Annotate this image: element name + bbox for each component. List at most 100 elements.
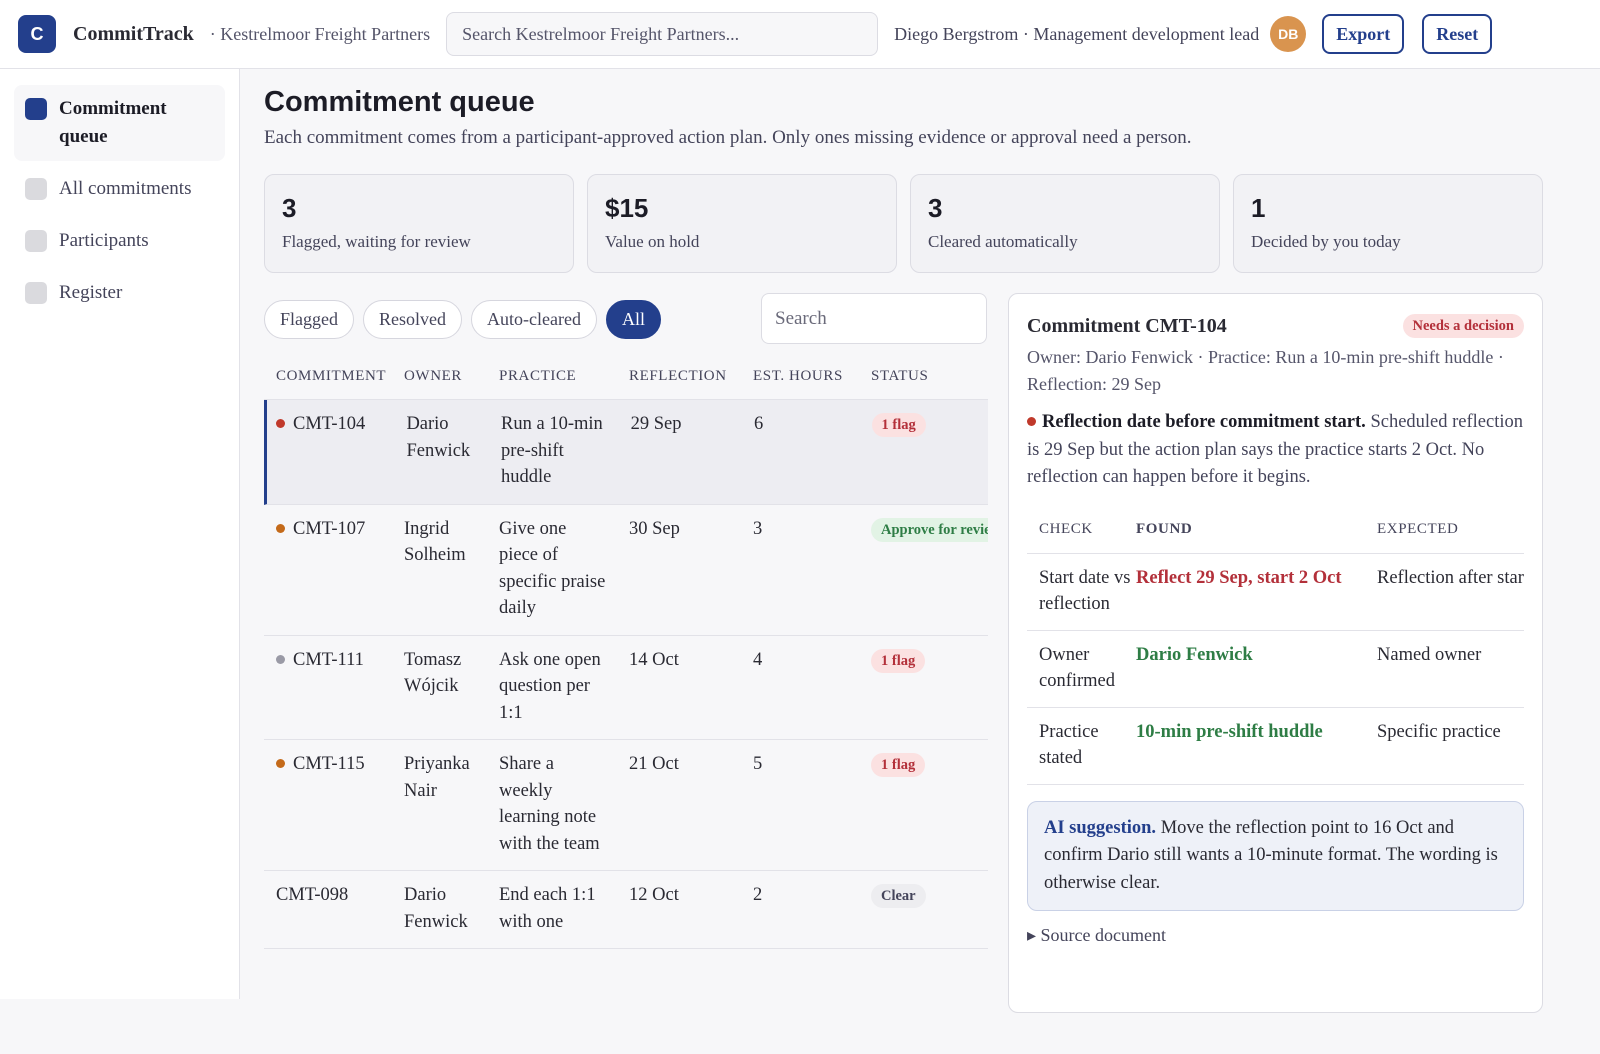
cell: Clear	[871, 882, 988, 935]
search[interactable]: Search Kestrelmoor Freight Partners...	[446, 12, 879, 56]
filter-pill[interactable]: All	[605, 300, 661, 339]
commitment-id: CMT-115	[293, 754, 365, 774]
status-dot	[276, 419, 285, 428]
nav-item[interactable]: Commitment queue	[14, 85, 225, 161]
reflection: 14 Oct	[629, 649, 679, 670]
nav-label: Commitment queue	[59, 98, 167, 147]
logo[interactable]: C	[18, 15, 56, 53]
practice: End each 1:1 with one	[499, 885, 596, 932]
avatar[interactable]: DB	[1270, 16, 1307, 52]
column-header: COMMITMENT	[276, 368, 387, 384]
export-button[interactable]: Export	[1322, 14, 1405, 54]
owner: Tomasz Wójcik	[404, 649, 462, 697]
table-row[interactable]: CMT-104 Dario Fenwick Run a 10-min pre-shi…	[264, 400, 988, 505]
table-header: COMMITMENT OWNER PRACTICE REFLECTION EST. HO…	[264, 354, 988, 400]
check: Owner confirmed	[1039, 644, 1116, 692]
expected: Named owner	[1377, 644, 1482, 665]
reflection: 21 Oct	[629, 754, 679, 774]
filter-pill[interactable]: Auto-cleared	[471, 300, 597, 339]
column-header: PRACTICE	[499, 368, 577, 384]
checks: CHECK FOUND EXPECTED Start date vs reflecti…	[1027, 506, 1524, 785]
cell: Approve for review	[871, 516, 988, 622]
cell: CMT-107	[264, 516, 404, 622]
nav-label: Participants	[59, 230, 149, 251]
status-badge: Clear	[871, 884, 926, 908]
cell: CMT-115	[264, 751, 404, 857]
practice: Run a 10-min pre-shift huddle	[501, 414, 603, 487]
stat-value: 1	[1251, 193, 1266, 223]
stats: 3 Flagged, waiting for review $15 Value on …	[264, 174, 1543, 273]
filters: Flagged Resolved Auto-cleared All	[264, 300, 661, 339]
stat-card: 1 Decided by you today	[1233, 174, 1543, 273]
detail-meta: Owner: Dario Fenwick · Practice: Run a 1…	[1027, 347, 1504, 394]
reflection: 30 Sep	[629, 518, 680, 539]
source-label: Source document	[1040, 925, 1167, 945]
issue-title: Reflection date before commitment start.	[1042, 412, 1366, 432]
header: C CommitTrack · Kestrelmoor Freight Part…	[0, 0, 1600, 69]
detail-head: Commitment CMT-104 Needs a decision	[1027, 314, 1524, 338]
expected: Specific practice	[1377, 721, 1501, 742]
nav-item[interactable]: Participants	[14, 217, 225, 265]
detail-panel: Commitment CMT-104 Needs a decision Owner…	[1008, 293, 1543, 1013]
nav-icon	[25, 98, 47, 120]
stat-label: Decided by you today	[1251, 232, 1401, 251]
table-row[interactable]: CMT-107 Ingrid Solheim Give one piece of s…	[264, 505, 988, 636]
hours: 2	[753, 885, 763, 905]
stat-label: Value on hold	[605, 232, 700, 251]
hours: 3	[753, 518, 763, 539]
table-row[interactable]: CMT-111 Tomasz Wójcik Ask one open questio…	[264, 636, 988, 740]
source-toggle[interactable]: ▸ Source document	[1027, 925, 1167, 945]
nav-label: All commitments	[59, 178, 192, 199]
reset-button[interactable]: Reset	[1422, 14, 1493, 54]
found: Reflect 29 Sep, start 2 Oct	[1136, 567, 1342, 588]
brand: CommitTrack	[73, 22, 194, 45]
stat-value: 3	[282, 193, 297, 223]
found: Dario Fenwick	[1136, 644, 1253, 665]
table-row[interactable]: CMT-115 Priyanka Nair Share a weekly learn…	[264, 740, 988, 871]
reflection: 12 Oct	[629, 885, 679, 905]
column-header: OWNER	[404, 368, 462, 384]
owner: Dario Fenwick	[406, 414, 471, 461]
hours: 5	[753, 754, 763, 774]
detail-title: Commitment CMT-104	[1027, 314, 1227, 337]
status-dot	[276, 759, 285, 768]
stat-label: Flagged, waiting for review	[282, 232, 471, 251]
cell: CMT-098	[264, 882, 404, 935]
practice: Ask one open question per 1:1	[499, 649, 601, 723]
check-column: EXPECTED	[1377, 520, 1459, 537]
page-title: Commitment queue	[264, 86, 535, 118]
status-badge: 1 flag	[871, 648, 926, 673]
stat-card: 3 Cleared automatically	[910, 174, 1220, 273]
check: Practice stated	[1039, 721, 1099, 769]
org: · Kestrelmoor Freight Partners	[209, 23, 431, 44]
nav-item[interactable]: All commitments	[14, 165, 225, 213]
status-badge: 1 flag	[871, 753, 926, 777]
status-badge: Approve for review	[871, 517, 988, 542]
hours: 4	[753, 649, 763, 670]
owner: Dario Fenwick	[404, 885, 468, 932]
issue: Reflection date before commitment start.…	[1027, 409, 1524, 492]
column-header: REFLECTION	[629, 368, 727, 384]
nav-item[interactable]: Register	[14, 269, 225, 317]
ai-label: AI suggestion.	[1044, 817, 1157, 838]
user: Diego Bergstrom · Management development…	[894, 23, 1260, 44]
ai-suggestion: AI suggestion. Move the reflection point…	[1027, 800, 1524, 911]
table: COMMITMENT OWNER PRACTICE REFLECTION EST. HO…	[264, 354, 988, 1054]
table-row[interactable]: CMT-098 Dario Fenwick End each 1:1 with on…	[264, 871, 988, 949]
commitment-id: CMT-104	[293, 414, 366, 434]
status-dot	[276, 654, 285, 664]
status-badge: 1 flag	[871, 413, 926, 437]
cell: CMT-104	[267, 411, 406, 491]
check-column: CHECK	[1039, 520, 1093, 537]
commitment-id: CMT-107	[293, 518, 366, 539]
nav-icon	[25, 178, 47, 200]
filter-pill[interactable]: Resolved	[363, 300, 462, 339]
filter-pill[interactable]: Flagged	[264, 300, 354, 339]
stat-value: 3	[928, 193, 943, 223]
page: C CommitTrack · Kestrelmoor Freight Part…	[0, 0, 1600, 1013]
column-header: STATUS	[871, 368, 929, 384]
table-search[interactable]: Search	[761, 293, 987, 344]
expected: Reflection after start	[1377, 567, 1524, 588]
nav-icon	[25, 282, 47, 304]
owner: Ingrid Solheim	[404, 518, 466, 566]
